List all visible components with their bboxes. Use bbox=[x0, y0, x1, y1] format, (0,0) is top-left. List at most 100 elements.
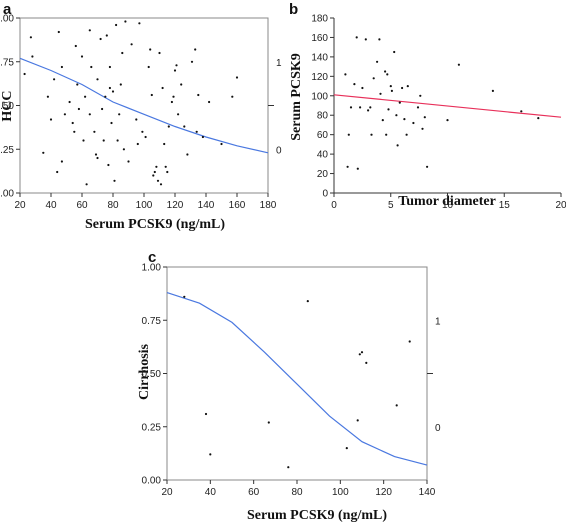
panel-b-data-point bbox=[405, 133, 408, 136]
panel-a-data-point bbox=[84, 95, 87, 98]
panel-b-data-point bbox=[457, 63, 460, 66]
panel-a-data-point bbox=[141, 130, 144, 133]
panel-a-data-point bbox=[173, 69, 177, 72]
panel-a-right-tick-label: 0 bbox=[276, 145, 282, 156]
panel-b-data-point bbox=[491, 89, 494, 92]
panel-a-data-point bbox=[118, 113, 121, 116]
panel-a-data-point bbox=[138, 22, 141, 25]
panel-b-data-point bbox=[347, 133, 350, 136]
panel-a-data-point bbox=[180, 83, 183, 86]
panel-b-data-point bbox=[349, 106, 353, 109]
panel-a-y-tick-label: 0.25 bbox=[0, 145, 14, 156]
panel-a-x-tick-label: 120 bbox=[167, 200, 184, 211]
panel-a-data-point bbox=[121, 51, 124, 55]
panel-b-fit-line bbox=[333, 94, 562, 118]
panel-b-data-point bbox=[398, 101, 401, 104]
panel-b-data-point bbox=[370, 133, 373, 136]
panel-a-data-point bbox=[102, 139, 105, 142]
panel-c-right-tick-label: 0 bbox=[435, 423, 441, 434]
panel-a-data-point bbox=[90, 65, 93, 69]
panel-a-data-point bbox=[93, 130, 96, 133]
panel-b-data-point bbox=[389, 85, 392, 88]
panel-a-data-point bbox=[163, 142, 166, 146]
panel-a-y-tick-label: 0.75 bbox=[0, 57, 14, 68]
panel-b-y-tick-label: 80 bbox=[317, 111, 329, 122]
panel-a-data-point bbox=[77, 107, 80, 111]
panel-b-x-tick-label: 20 bbox=[555, 200, 566, 211]
panel-a-data-point bbox=[42, 151, 45, 154]
panel-b-y-tick-label: 0 bbox=[322, 189, 328, 200]
panel-letter-b: b bbox=[289, 1, 298, 18]
panel-a-data-point bbox=[220, 142, 223, 146]
panel-c-x-tick-label: 40 bbox=[205, 487, 217, 498]
panel-b-data-point bbox=[426, 165, 429, 168]
panel-a-data-point bbox=[80, 55, 84, 58]
panel-b-x-tick-label: 10 bbox=[442, 200, 454, 211]
panel-b-data-point bbox=[395, 114, 398, 117]
panel-c-x-tick-label: 120 bbox=[375, 487, 392, 498]
panel-b-data-point bbox=[390, 89, 393, 92]
panel-b-data-point bbox=[372, 77, 375, 80]
panel-b-x-tick-label: 15 bbox=[499, 200, 511, 211]
panel-a-data-point bbox=[136, 142, 139, 146]
panel-a-data-point bbox=[71, 121, 74, 125]
panel-c-data-point bbox=[408, 340, 411, 343]
panel-c-y-tick-label: 0.00 bbox=[142, 476, 162, 487]
panel-b-data-point bbox=[403, 118, 406, 121]
panel-a-data-point bbox=[111, 90, 115, 93]
panel-a-data-point bbox=[161, 86, 164, 90]
panel-a-x-tick-label: 180 bbox=[260, 200, 277, 211]
panel-a-data-point bbox=[88, 29, 91, 32]
panel-c-x-tick-label: 60 bbox=[248, 487, 260, 498]
panel-b-data-point bbox=[346, 165, 349, 168]
panel-a-data-point bbox=[159, 183, 163, 186]
panel-a-x-tick-label: 20 bbox=[14, 200, 26, 211]
panel-b-data-point bbox=[421, 127, 424, 130]
panel-c-data-point bbox=[358, 353, 361, 356]
panel-a-data-point bbox=[124, 20, 127, 23]
panel-a-data-point bbox=[172, 95, 175, 98]
panel-b-y-tick-label: 140 bbox=[311, 52, 328, 63]
panel-a-plot: 20 40 60 80 100 120 140 160 180 0.00 0.25 0.50 0.75 1… bbox=[0, 14, 282, 212]
panel-b-data-point bbox=[384, 70, 387, 73]
panel-a-data-point bbox=[149, 48, 152, 51]
panel-b-data-point bbox=[393, 50, 396, 54]
panel-b-data-point bbox=[406, 85, 409, 88]
panel-c-right-tick-label: 1 bbox=[435, 316, 441, 327]
panel-c-y-tick-label: 0.75 bbox=[142, 316, 162, 327]
panel-a-data-point bbox=[186, 153, 189, 156]
panel-a-data-point bbox=[94, 153, 98, 156]
panel-a-data-point bbox=[105, 34, 108, 37]
panel-a-data-point bbox=[99, 37, 102, 41]
panel-c-data-point bbox=[287, 466, 290, 469]
panel-a-data-point bbox=[144, 135, 147, 139]
panel-b-data-point bbox=[376, 60, 379, 63]
panel-c-x-tick-label: 80 bbox=[291, 487, 303, 498]
panel-a-x-tick-label: 60 bbox=[76, 200, 88, 211]
panel-c-y-tick-label: 0.25 bbox=[142, 422, 162, 433]
panel-c-data-point bbox=[183, 295, 186, 298]
panel-a-fit-line bbox=[19, 57, 269, 154]
panel-a-data-point bbox=[56, 170, 59, 174]
panel-a-frame bbox=[19, 17, 269, 194]
panel-a-data-point bbox=[147, 65, 150, 69]
panel-a-data-point bbox=[167, 125, 170, 128]
panel-a-data-point bbox=[235, 76, 239, 79]
panel-a-x-tick-label: 40 bbox=[45, 200, 57, 211]
panel-a-x-tick-label: 100 bbox=[136, 200, 153, 211]
panel-c-ylabel: Cirrhosis bbox=[137, 343, 152, 400]
panel-a-ylabel: HCC bbox=[0, 90, 15, 121]
panel-a-data-point bbox=[110, 121, 113, 125]
panel-a-data-point bbox=[231, 95, 234, 98]
panel-a-data-point bbox=[119, 83, 122, 86]
panel-a-y-tick-label: 0.00 bbox=[0, 189, 14, 200]
panel-a-data-point bbox=[166, 170, 169, 174]
panel-a-data-point bbox=[74, 44, 77, 48]
panel-b-data-point bbox=[361, 86, 364, 90]
panel-a-x-tick-label: 80 bbox=[107, 200, 119, 211]
panel-a-xlabel: Serum PCSK9 (ng/mL) bbox=[85, 217, 225, 232]
panel-c-data-point bbox=[365, 361, 368, 364]
panel-c-data-point bbox=[209, 453, 212, 456]
panel-b-data-point bbox=[344, 73, 347, 76]
panel-b-x-tick-label: 5 bbox=[388, 200, 394, 211]
